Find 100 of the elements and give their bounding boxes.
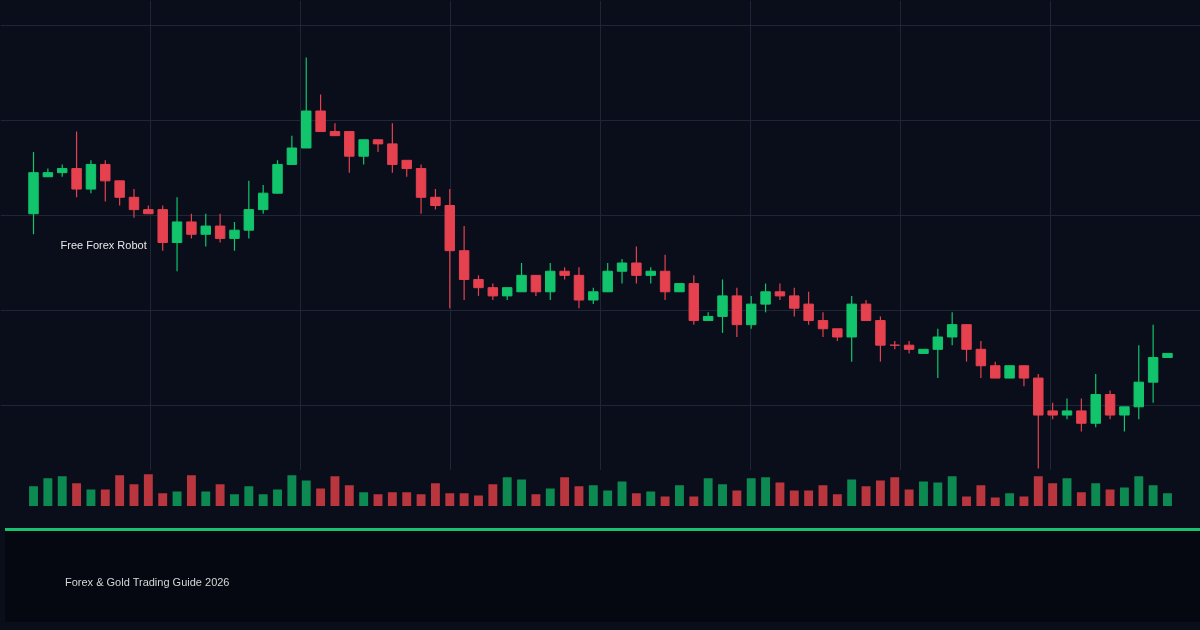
bar <box>761 477 771 506</box>
bar <box>430 483 440 506</box>
bar <box>316 488 326 506</box>
bar <box>545 488 555 506</box>
candlestick <box>257 184 269 215</box>
bar <box>86 489 96 506</box>
bar <box>904 489 914 506</box>
candlestick <box>229 221 240 252</box>
bar <box>1019 496 1029 506</box>
bar <box>832 494 842 506</box>
candlestick <box>516 262 527 293</box>
bar <box>258 494 268 506</box>
bar <box>990 497 1000 506</box>
candlestick <box>1076 398 1087 433</box>
bar <box>1033 476 1043 506</box>
candlestick <box>659 254 671 301</box>
candlestick <box>358 139 369 166</box>
candlestick <box>1061 398 1073 420</box>
candlestick <box>631 245 642 285</box>
bar <box>675 485 684 506</box>
bar <box>847 479 857 506</box>
candlestick <box>860 299 872 322</box>
bar <box>875 480 885 506</box>
bar <box>100 489 110 506</box>
bar <box>631 493 641 506</box>
bar <box>746 478 756 506</box>
bar <box>445 493 455 506</box>
candlestick <box>186 213 197 239</box>
bar <box>72 483 82 506</box>
bar <box>29 486 38 506</box>
candlestick <box>430 188 441 211</box>
bar <box>402 492 412 506</box>
bar <box>1005 493 1015 506</box>
bar <box>660 496 670 506</box>
candlestick <box>128 188 140 219</box>
candlestick <box>903 340 915 355</box>
bar <box>732 490 742 506</box>
candlestick <box>114 180 125 207</box>
candlestick <box>789 287 800 318</box>
bar <box>962 496 971 506</box>
bar <box>1076 492 1086 506</box>
bar <box>574 486 584 506</box>
bar <box>244 486 254 506</box>
bar <box>273 489 282 506</box>
candlestick <box>315 93 326 133</box>
bar <box>172 491 182 506</box>
bar <box>129 484 139 506</box>
bar <box>775 482 785 506</box>
annotation: Free Forex Robot <box>60 238 147 251</box>
bar <box>115 475 125 506</box>
bar <box>287 475 297 506</box>
bar <box>1134 476 1144 506</box>
candlestick <box>1018 365 1030 387</box>
bar <box>818 485 828 506</box>
candlestick <box>214 213 226 244</box>
text: Forex & Gold Trading Guide 2026 <box>64 575 230 590</box>
bar <box>861 486 871 506</box>
bar <box>1091 483 1101 506</box>
bar <box>1062 478 1072 506</box>
bar <box>143 474 153 506</box>
bar <box>488 484 498 506</box>
candlestick <box>975 340 987 379</box>
candlestick <box>946 311 958 346</box>
bar <box>57 476 67 506</box>
candlestick <box>774 282 786 301</box>
bar <box>1048 483 1058 506</box>
bar <box>531 494 541 506</box>
bar <box>502 477 512 506</box>
bar <box>230 494 239 506</box>
candlestick <box>530 274 542 297</box>
bar <box>517 479 526 506</box>
bar <box>1163 493 1172 506</box>
candlestick <box>473 274 484 297</box>
bar <box>201 491 211 506</box>
candlestick <box>286 135 298 166</box>
candlestick <box>171 196 183 272</box>
candlestick <box>243 180 255 239</box>
bar <box>301 480 311 506</box>
bar <box>689 496 699 506</box>
bar <box>1105 489 1115 506</box>
candlestick <box>1119 406 1130 433</box>
candlestick <box>372 139 384 153</box>
candlestick <box>616 258 628 285</box>
bar <box>359 492 369 506</box>
candlestick <box>71 130 82 198</box>
bar <box>919 481 928 506</box>
candlestick <box>817 311 829 338</box>
bar <box>789 490 799 506</box>
bar <box>617 481 627 506</box>
candlestick <box>200 213 211 248</box>
bar <box>646 491 656 506</box>
bar <box>373 494 383 506</box>
candlestick <box>760 282 771 313</box>
bar <box>474 495 483 506</box>
candlestick <box>717 278 728 334</box>
candlestick <box>100 159 111 202</box>
candlestick <box>602 262 613 293</box>
bar <box>158 493 168 506</box>
bar <box>890 477 900 506</box>
bar <box>215 484 225 506</box>
